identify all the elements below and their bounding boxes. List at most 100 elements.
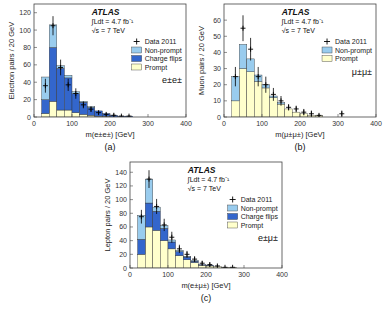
x-tick-label: 300	[238, 271, 250, 278]
data-point	[185, 252, 190, 257]
x-tick	[34, 114, 35, 117]
y-tick	[130, 254, 133, 255]
bar-segment	[57, 110, 65, 117]
x-axis-label: m(e±μ±) [GeV]	[181, 281, 230, 290]
legend: Data 2011Non-promptCharge flipsPrompt	[228, 196, 279, 230]
legend-label: Data 2011	[241, 196, 273, 203]
y-tick-label: 10	[213, 97, 221, 104]
panel-title: e±e±	[162, 75, 182, 85]
data-point	[230, 265, 235, 268]
data-point	[104, 112, 109, 117]
plot-frame	[224, 4, 376, 117]
y-tick	[224, 36, 227, 37]
legend-label: Non-prompt	[335, 47, 372, 55]
y-tick	[130, 213, 133, 214]
data-point	[89, 107, 94, 112]
bar-segment	[138, 254, 146, 268]
bar-segment	[254, 81, 262, 117]
x-axis-label: m(μ±μ±) [GeV]	[275, 130, 324, 139]
panel-title: e±μ±	[258, 233, 278, 243]
x-tick	[224, 114, 225, 117]
legend-swatch	[132, 56, 142, 62]
legend-label: Charge flips	[241, 213, 279, 221]
bar-segment	[49, 101, 57, 117]
y-tick-label: 140	[115, 169, 127, 176]
annotation: ATLAS	[91, 7, 120, 17]
bar-segment	[95, 111, 103, 116]
data-point	[339, 111, 344, 116]
panel-label: (b)	[295, 142, 306, 152]
bar-segment	[239, 44, 247, 68]
bar-segment	[138, 239, 146, 254]
bar-segment	[87, 107, 95, 115]
data-point	[58, 65, 63, 70]
data-point	[192, 257, 197, 262]
y-tick-label: 100	[115, 196, 127, 203]
bar-segment	[42, 114, 50, 117]
legend: Data 2011Non-promptCharge flipsPrompt	[132, 38, 183, 72]
data-point	[169, 235, 174, 240]
legend-marker	[230, 197, 236, 203]
x-tick	[186, 114, 187, 117]
y-tick	[34, 99, 37, 100]
annotation: √s = 7 TeV	[282, 27, 315, 34]
y-tick	[130, 172, 133, 173]
annotation: ∫Ldt = 4.7 fb⁻¹	[281, 18, 324, 26]
data-point	[233, 74, 238, 79]
y-tick-label: 0	[27, 114, 31, 121]
bar-segment	[64, 78, 72, 110]
y-tick	[224, 100, 227, 101]
data-point	[66, 82, 71, 87]
data-point	[301, 110, 306, 115]
y-tick-label: 0	[217, 114, 221, 121]
data-point	[271, 92, 276, 97]
plot-area	[138, 170, 237, 268]
bar-segment	[191, 263, 199, 268]
x-tick-label: 200	[294, 120, 306, 127]
legend-label: Charge flips	[145, 55, 183, 63]
data-point	[111, 113, 116, 117]
data-point	[263, 82, 268, 87]
y-tick-label: 40	[213, 49, 221, 56]
y-tick-label: 80	[23, 44, 31, 51]
data-point	[162, 222, 167, 227]
bar-segment	[277, 104, 285, 117]
data-point	[147, 177, 152, 182]
panel-title: μ±μ±	[352, 67, 372, 77]
y-tick	[34, 30, 37, 31]
plot-frame	[130, 162, 282, 268]
legend-label: Prompt	[145, 64, 168, 72]
plot-area	[232, 15, 345, 117]
y-tick	[34, 64, 37, 65]
data-point	[256, 74, 261, 79]
y-tick-label: 60	[23, 61, 31, 68]
x-tick	[168, 265, 169, 268]
y-tick-label: 100	[19, 27, 31, 34]
y-tick	[224, 68, 227, 69]
y-tick-label: 60	[213, 17, 221, 24]
y-tick	[130, 268, 133, 269]
y-tick	[34, 82, 37, 83]
bar-segment	[153, 211, 161, 230]
x-tick	[206, 265, 207, 268]
data-point	[207, 262, 212, 267]
x-tick-label: 200	[104, 120, 116, 127]
x-tick-label: 400	[180, 120, 192, 127]
data-point	[73, 91, 78, 96]
legend-label: Data 2011	[145, 38, 177, 45]
panel: 01002003004000102030405060m(μ±μ±) [GeV]M…	[197, 4, 382, 152]
annotation: √s = 7 TeV	[188, 185, 221, 192]
bar-segment	[72, 113, 80, 117]
y-axis-label: Muon pairs / 20 GeV	[197, 26, 206, 95]
bar-segment	[145, 227, 153, 268]
data-point	[215, 263, 220, 268]
x-tick-label: 300	[332, 120, 344, 127]
x-tick	[72, 114, 73, 117]
data-point	[241, 26, 246, 31]
data-point	[286, 105, 291, 110]
y-tick	[224, 52, 227, 53]
bar-segment	[42, 100, 50, 114]
y-tick-label: 40	[23, 79, 31, 86]
bar-segment	[247, 72, 255, 117]
x-tick	[130, 265, 131, 268]
